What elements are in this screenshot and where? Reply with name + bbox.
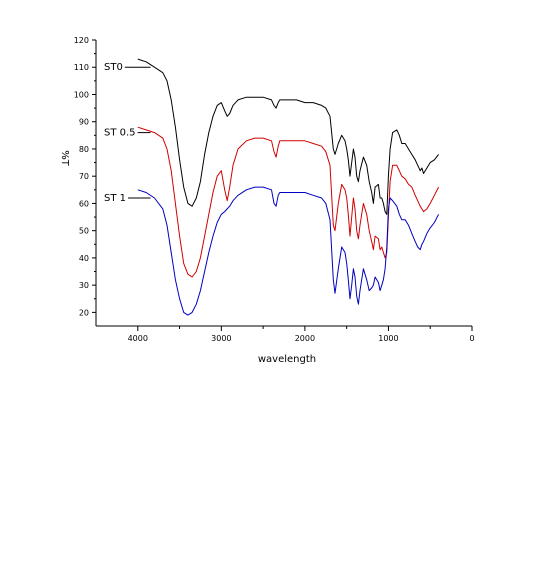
x-tick-label: 4000: [128, 334, 148, 343]
series-line-3: [137, 186, 440, 316]
series-label-2: ST 0.5: [104, 128, 136, 139]
y-tick-label: 50: [79, 227, 89, 236]
x-tick-label: 0: [469, 334, 474, 343]
y-tick-label: 110: [74, 63, 89, 72]
y-tick-label: 80: [79, 145, 89, 154]
series-label-1: ST0: [104, 62, 123, 73]
series-line-2: [137, 126, 440, 278]
y-tick-label: 60: [79, 199, 89, 208]
axes: 20 30 40 50 60 70 80 90 100 110 120 4000 3000 2000 100…: [74, 36, 475, 343]
series-group: [137, 58, 440, 316]
series-line-1: [137, 58, 439, 215]
x-tick-label: 1000: [378, 334, 398, 343]
y-tick-label: 20: [79, 308, 89, 317]
y-tick-label: 40: [79, 254, 89, 263]
x-tick-label: 3000: [211, 334, 231, 343]
x-axis-title: wavelength: [258, 354, 316, 365]
y-tick-label: 30: [79, 281, 89, 290]
series-labels: ST0 ST 0.5 ST 1: [104, 62, 151, 204]
series-label-3: ST 1: [104, 193, 126, 204]
y-axis-title: %T: [59, 150, 70, 167]
y-tick-label: 120: [74, 36, 89, 45]
y-tick-label: 70: [79, 172, 89, 181]
x-tick-label: 2000: [295, 334, 315, 343]
y-tick-label: 90: [79, 118, 89, 127]
y-tick-label: 100: [74, 90, 89, 99]
